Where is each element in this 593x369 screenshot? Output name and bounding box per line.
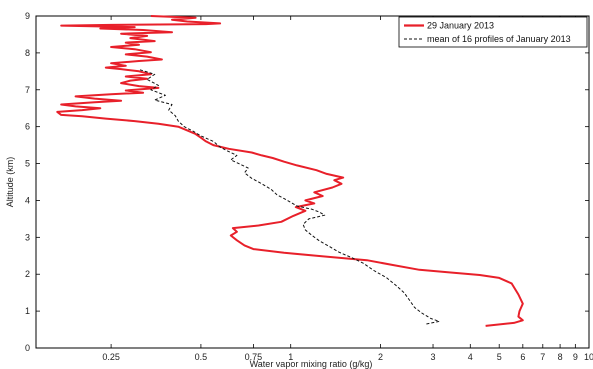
x-tick-label: 0.25 bbox=[102, 352, 120, 362]
y-tick-label: 6 bbox=[25, 122, 30, 132]
series-line-mean bbox=[138, 69, 440, 325]
x-axis-label: Water vapor mixing ratio (g/kg) bbox=[250, 359, 373, 369]
x-tick-label: 5 bbox=[497, 352, 502, 362]
x-tick-label: 0.75 bbox=[245, 352, 263, 362]
x-tick-label: 2 bbox=[378, 352, 383, 362]
y-tick-label: 5 bbox=[25, 159, 30, 169]
legend-label-mean: mean of 16 profiles of January 2013 bbox=[427, 34, 571, 44]
y-tick-label: 3 bbox=[25, 232, 30, 242]
x-tick-label: 4 bbox=[468, 352, 473, 362]
y-tick-label: 8 bbox=[25, 48, 30, 58]
series-line-observed bbox=[56, 15, 524, 327]
y-tick-label: 4 bbox=[25, 195, 30, 205]
x-tick-label: 6 bbox=[520, 352, 525, 362]
legend: 29 January 2013 mean of 16 profiles of J… bbox=[398, 16, 588, 48]
x-tick-label: 1 bbox=[288, 352, 293, 362]
y-axis-label: Altitude (km) bbox=[5, 157, 15, 208]
x-tick-label: 3 bbox=[431, 352, 436, 362]
x-tick-label: 9 bbox=[573, 352, 578, 362]
x-tick-label: 0.5 bbox=[195, 352, 208, 362]
plot-area bbox=[35, 15, 590, 349]
y-tick-label: 7 bbox=[25, 85, 30, 95]
y-tick-label: 1 bbox=[25, 306, 30, 316]
x-tick-label: 7 bbox=[540, 352, 545, 362]
legend-box bbox=[398, 16, 588, 48]
y-tick-label: 0 bbox=[25, 343, 30, 353]
x-tick-label: 10 bbox=[584, 352, 593, 362]
y-axis-ticks: 0 1 2 3 4 5 6 7 8 9 bbox=[25, 11, 589, 353]
y-tick-label: 9 bbox=[25, 11, 30, 21]
series-layer bbox=[56, 15, 524, 327]
x-axis-ticks: 0.25 0.5 0.75 1 2 3 4 5 6 7 8 9 10 bbox=[102, 16, 593, 362]
x-tick-label: 8 bbox=[558, 352, 563, 362]
legend-label-observed: 29 January 2013 bbox=[427, 21, 494, 31]
y-tick-label: 2 bbox=[25, 269, 30, 279]
